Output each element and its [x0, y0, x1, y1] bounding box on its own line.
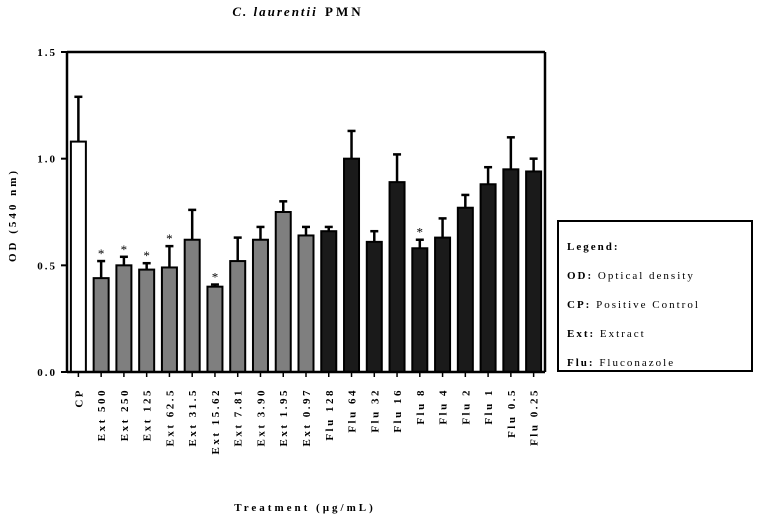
bar [388, 181, 406, 373]
legend-text: Fluconazole [599, 357, 676, 369]
bar [229, 260, 247, 374]
y-axis-label: OD (540 nm) [7, 168, 19, 262]
legend-item-ext: Ext: Extract [567, 327, 751, 356]
bar [343, 157, 361, 373]
legend-text: Extract [599, 328, 646, 340]
x-tick-label: Flu 32 [369, 388, 381, 433]
legend-key: Flu: [567, 357, 595, 369]
axes-layer: CP Ext 500 Ext 250 Ext 125 Ext 62.5 Ext 31.5 E… [37, 47, 547, 455]
x-tick-label: Flu 8 [415, 388, 427, 425]
significance-marker: * [143, 248, 150, 263]
chart-title-italic: C. laurentii [232, 4, 317, 19]
bar [297, 234, 315, 373]
bar [456, 206, 474, 373]
bar [92, 277, 110, 373]
bar [479, 183, 497, 373]
bar [274, 211, 292, 373]
x-tick-label: Flu 4 [438, 388, 450, 425]
bar [138, 268, 156, 374]
legend-title: Legend: [567, 241, 620, 253]
x-tick-label: Flu 2 [460, 388, 472, 425]
x-tick-label: Ext 3.90 [255, 388, 267, 447]
legend-item-flu: Flu: Fluconazole [567, 356, 751, 385]
bar [365, 240, 383, 373]
legend-text: Optical density [597, 270, 695, 282]
significance-marker: * [121, 242, 128, 257]
bar [525, 170, 543, 373]
significance-marker: * [212, 270, 219, 285]
x-tick-label: Flu 1 [483, 388, 495, 425]
y-tick-label: 0.5 [37, 260, 57, 272]
bar [160, 266, 178, 374]
legend-key: CP: [567, 299, 592, 311]
bars-layer: * * * * * * [69, 95, 543, 374]
bar [183, 238, 201, 373]
x-tick-label: Ext 31.5 [187, 388, 199, 447]
x-tick-label: Flu 128 [324, 388, 336, 441]
x-tick-label: Ext 7.81 [233, 388, 245, 447]
chart-title: C. laurentii PMN [232, 4, 363, 19]
bar [69, 140, 87, 373]
bar [115, 264, 133, 374]
bar [320, 230, 338, 373]
legend-key: Ext: [567, 328, 596, 340]
x-tick-label: Flu 64 [347, 388, 359, 433]
bar [502, 168, 520, 373]
legend-item-cp: CP: Positive Control [567, 298, 751, 327]
x-axis-label: Treatment (µg/mL) [234, 502, 376, 514]
x-tick-label: Ext 15.62 [210, 388, 222, 455]
bar [206, 285, 224, 373]
x-tick-label: Ext 62.5 [164, 388, 176, 447]
bar [411, 247, 429, 373]
y-tick-label: 1.5 [37, 47, 57, 59]
y-tick-label: 1.0 [37, 154, 57, 166]
x-tick-label: Ext 125 [142, 388, 154, 441]
legend-box: Legend: OD: Optical density CP: Positive… [557, 220, 753, 372]
significance-marker: * [166, 231, 173, 246]
legend-key: OD: [567, 270, 594, 282]
bar [434, 236, 452, 373]
significance-marker: * [417, 225, 424, 240]
x-tick-label: CP [73, 388, 85, 408]
x-tick-label: Ext 500 [96, 388, 108, 441]
x-tick-label: Flu 16 [392, 388, 404, 433]
legend-text: Positive Control [596, 299, 700, 311]
bar [251, 238, 269, 373]
x-tick-label: Flu 0.5 [506, 388, 518, 438]
significance-marker: * [98, 246, 105, 261]
x-tick-label: Ext 250 [119, 388, 131, 441]
y-tick-label: 0.0 [37, 367, 57, 379]
chart-title-plain: PMN [325, 4, 364, 19]
x-tick-label: Ext 0.97 [301, 388, 313, 447]
x-tick-label: Ext 1.95 [278, 388, 290, 447]
x-tick-label: Flu 0.25 [529, 388, 541, 446]
legend-item-od: OD: Optical density [567, 269, 751, 298]
